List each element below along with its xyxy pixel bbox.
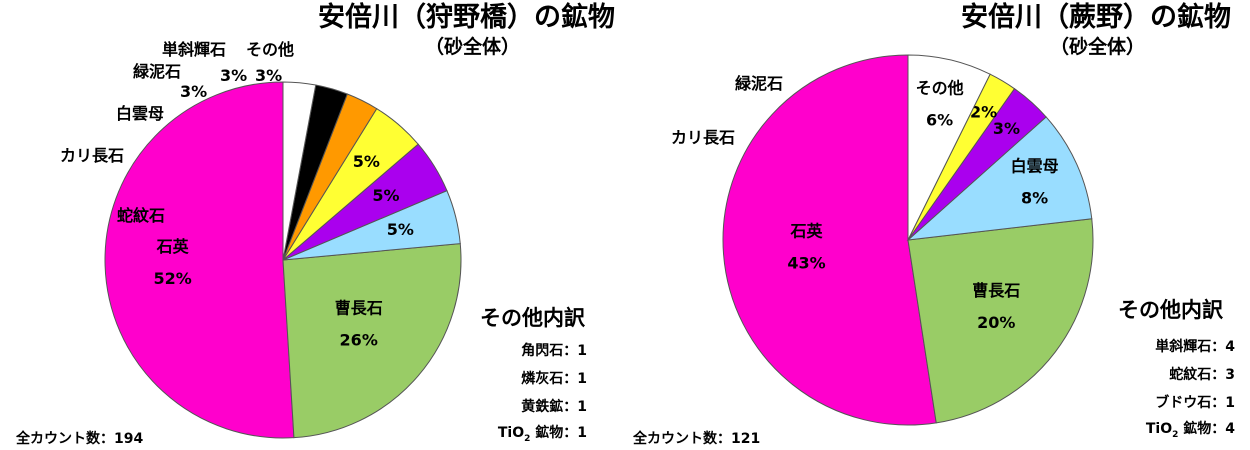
slice-value-chlorite: 3% <box>180 82 208 101</box>
other-item: 燐灰石：1 <box>521 371 587 387</box>
slice-label: 石英 <box>790 221 824 240</box>
other-item: ブドウ石：1 <box>1155 395 1235 411</box>
other-item: 黄鉄鉱：1 <box>521 399 587 415</box>
slice-label-kfeldspar: カリ長石 <box>671 128 736 147</box>
slice-label: 曹長石 <box>972 281 1020 300</box>
slice-label: 石英 <box>156 237 190 256</box>
slice-value: 5% <box>387 220 414 239</box>
slice-label-muscovite: 白雲母 <box>116 104 165 123</box>
slice-value-other: 3% <box>255 66 283 85</box>
pie-slice <box>722 54 937 426</box>
other-item: TiO2 鉱物：4 <box>1145 421 1235 440</box>
slice-value: 20% <box>977 313 1015 332</box>
other-item: 角閃石：1 <box>521 343 587 359</box>
slice-value-cpx: 3% <box>220 66 248 85</box>
pie-slice <box>907 54 991 241</box>
slice-label-kfeldspar: カリ長石 <box>60 146 125 165</box>
slice-value: 5% <box>372 186 399 205</box>
slice-label: 白雲母 <box>1011 157 1059 176</box>
pie-chart: 石英 43% 曹長石 20% 白雲母 8% 3%2% その他 6% <box>722 54 1094 426</box>
other-breakdown-title: その他内訳 <box>1118 298 1223 322</box>
pie-slice <box>907 218 1094 424</box>
slice-value: 8% <box>1021 189 1048 208</box>
slice-value: 52% <box>154 269 192 288</box>
total-count: 全カウント数：121 <box>633 431 761 447</box>
chart-subtitle: （砂全体） <box>1050 36 1146 58</box>
chart-panel-kanobashi: 安倍川（狩野橋）の鉱物 （砂全体） 石英 52% 曹長石 26% 5% 5% 5% 単斜輝石… <box>16 2 615 447</box>
other-breakdown-title: その他内訳 <box>480 306 585 330</box>
chart-title: 安倍川（狩野橋）の鉱物 <box>318 2 615 33</box>
pie-slice <box>104 81 295 439</box>
slice-label: その他 <box>916 78 964 97</box>
total-count: 全カウント数：194 <box>16 431 144 447</box>
slice-label-chlorite: 緑泥石 <box>133 62 182 81</box>
pie-chart: 石英 52% 曹長石 26% 5% 5% 5% <box>104 81 462 439</box>
slice-value: 5% <box>353 152 380 171</box>
chart-title: 安倍川（蕨野）の鉱物 <box>961 2 1231 33</box>
pie-slice <box>282 243 462 439</box>
other-item: 蛇紋石：3 <box>1169 367 1235 383</box>
other-item: TiO2 鉱物：1 <box>497 425 587 444</box>
slice-label-other: その他 <box>246 40 295 59</box>
slice-value: 43% <box>787 253 825 272</box>
chart-panel-warabino: 安倍川（蕨野）の鉱物 （砂全体） 石英 43% 曹長石 20% 白雲母 8% 3% 2% その他… <box>625 0 1250 450</box>
chart-subtitle: （砂全体） <box>425 36 521 58</box>
slice-value: 6% <box>926 110 953 129</box>
slice-label-cpx: 単斜輝石 <box>162 40 227 59</box>
slice-value: 26% <box>340 330 378 349</box>
slice-label: 曹長石 <box>335 298 383 317</box>
slice-label-chlorite: 緑泥石 <box>735 74 784 93</box>
slice-value: 2% <box>970 102 997 121</box>
slice-value: 3% <box>993 119 1020 138</box>
other-item: 単斜輝石：4 <box>1155 339 1235 355</box>
slice-label-serpentine: 蛇紋石 <box>117 206 166 225</box>
pie-slice <box>282 81 317 261</box>
pie-slice <box>906 116 1093 241</box>
